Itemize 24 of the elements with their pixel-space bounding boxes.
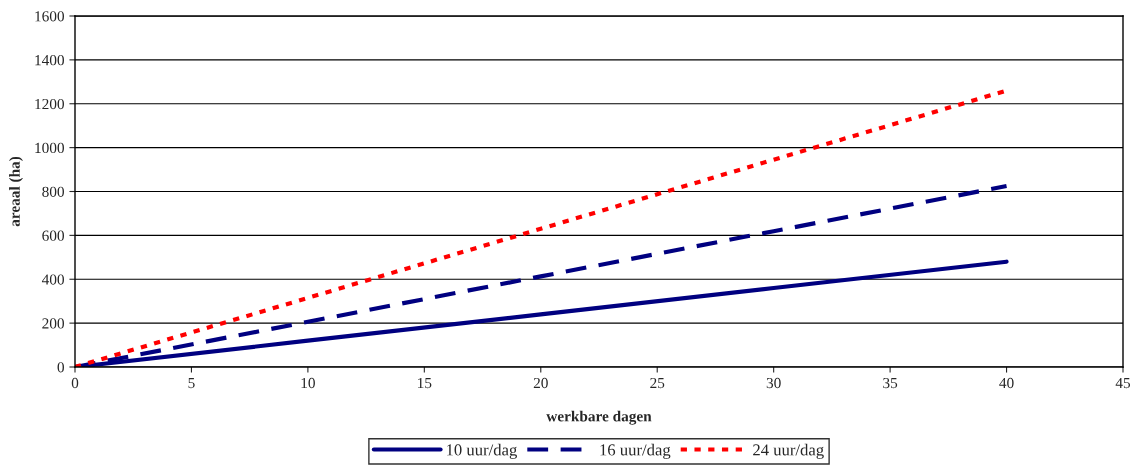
- x-tick-label: 25: [650, 377, 665, 389]
- legend-label: 16 uur/dag: [600, 443, 671, 459]
- x-tick-label: 15: [418, 377, 432, 389]
- x-tick-label: 10: [301, 377, 315, 389]
- y-axis-title: areaal (ha): [9, 156, 23, 227]
- legend-label: 10 uur/dag: [447, 443, 517, 459]
- y-tick-label: 200: [42, 318, 64, 329]
- x-tick-label: 40: [999, 377, 1014, 389]
- x-axis-title: werkbare dagen: [546, 410, 652, 425]
- y-tick-label: 600: [42, 230, 64, 241]
- y-tick-label: 0: [57, 362, 64, 373]
- y-tick-label: 1400: [35, 55, 64, 66]
- y-tick-label: 400: [41, 274, 64, 285]
- x-tick-label: 0: [71, 377, 79, 389]
- y-tick-label: 1200: [35, 98, 64, 110]
- x-tick-label: 20: [533, 377, 548, 389]
- x-tick-label: 35: [883, 377, 898, 389]
- y-tick-label: 1000: [35, 142, 64, 154]
- legend-label: 24 uur/dag: [753, 443, 824, 459]
- x-tick-label: 45: [1115, 377, 1131, 389]
- x-tick-label: 5: [188, 378, 195, 389]
- y-tick-label: 1600: [35, 11, 64, 22]
- y-tick-label: 800: [42, 186, 64, 197]
- x-tick-label: 30: [766, 377, 781, 389]
